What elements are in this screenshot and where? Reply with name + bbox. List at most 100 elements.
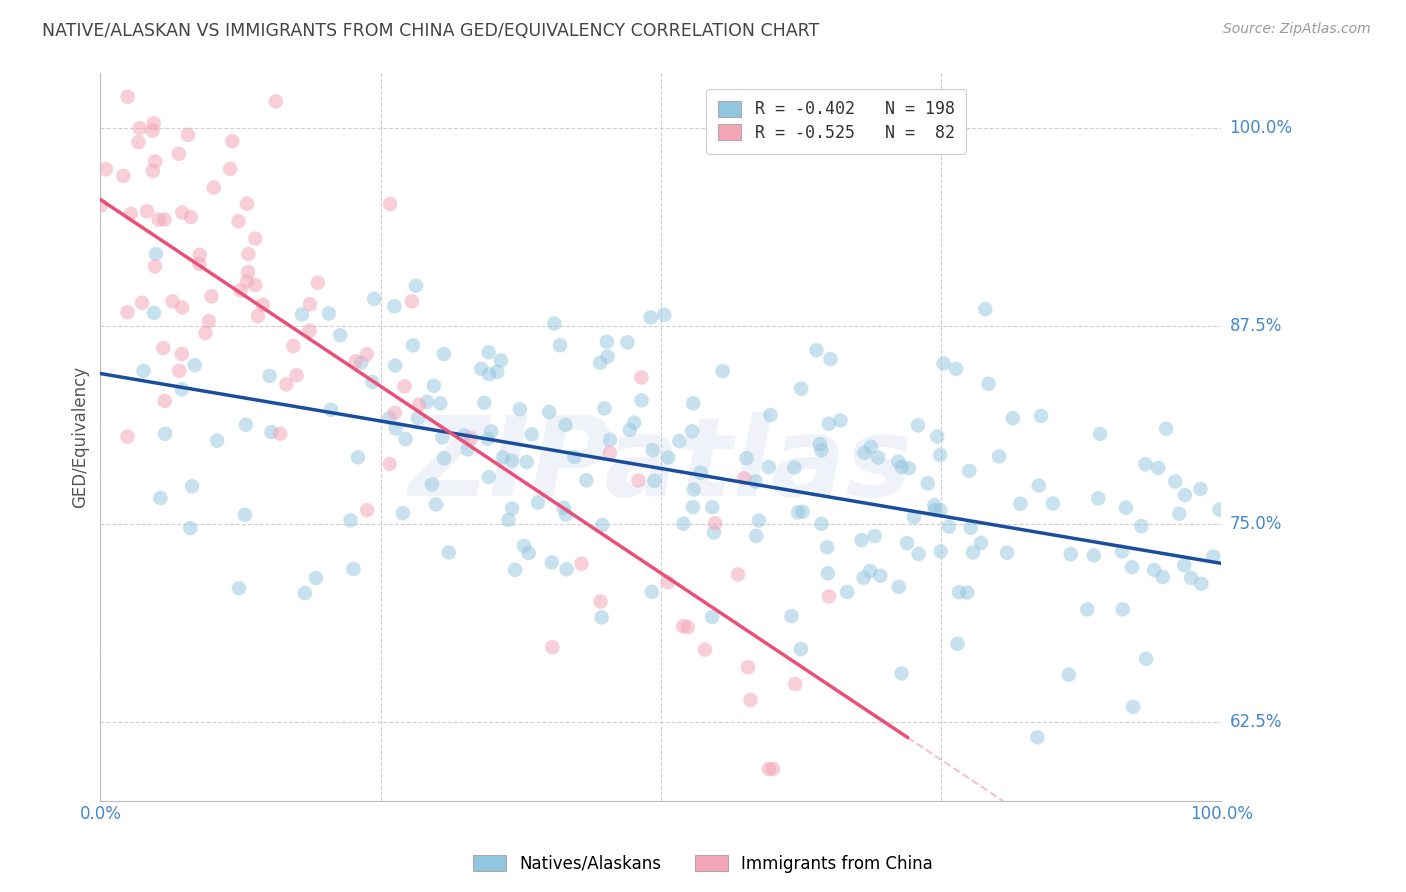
Point	[1115, 500, 1137, 515]
Point	[817, 566, 839, 581]
Point	[478, 470, 501, 484]
Point	[977, 376, 1000, 391]
Point	[924, 503, 946, 517]
Point	[142, 116, 165, 130]
Point	[682, 396, 704, 410]
Point	[562, 450, 585, 464]
Point	[596, 350, 619, 364]
Point	[433, 451, 456, 466]
Point	[305, 571, 328, 585]
Point	[457, 442, 479, 457]
Point	[342, 562, 364, 576]
Point	[437, 545, 460, 559]
Point	[1026, 731, 1049, 745]
Point	[420, 477, 443, 491]
Point	[350, 355, 373, 369]
Point	[591, 518, 613, 533]
Point	[1202, 549, 1225, 564]
Text: 75.0%: 75.0%	[1230, 515, 1282, 533]
Point	[1042, 496, 1064, 510]
Point	[269, 426, 291, 441]
Point	[689, 466, 711, 480]
Point	[896, 536, 918, 550]
Point	[486, 365, 509, 379]
Point	[1143, 563, 1166, 577]
Point	[1173, 558, 1195, 573]
Point	[318, 306, 340, 320]
Point	[384, 422, 406, 436]
Point	[517, 546, 540, 560]
Point	[790, 382, 813, 396]
Point	[460, 431, 482, 445]
Point	[384, 359, 406, 373]
Point	[553, 500, 575, 515]
Point	[198, 314, 221, 328]
Point	[228, 214, 250, 228]
Point	[1028, 478, 1050, 492]
Point	[820, 352, 842, 367]
Point	[143, 154, 166, 169]
Point	[188, 248, 211, 262]
Point	[641, 585, 664, 599]
Point	[1164, 475, 1187, 489]
Point	[228, 581, 250, 595]
Point	[818, 590, 841, 604]
Point	[758, 460, 780, 475]
Point	[946, 637, 969, 651]
Point	[384, 406, 406, 420]
Point	[142, 164, 165, 178]
Point	[1060, 547, 1083, 561]
Point	[429, 396, 451, 410]
Point	[644, 474, 666, 488]
Point	[575, 473, 598, 487]
Point	[682, 483, 704, 497]
Point	[259, 368, 281, 383]
Point	[543, 317, 565, 331]
Point	[672, 516, 695, 531]
Text: 100.0%: 100.0%	[1230, 120, 1292, 137]
Point	[329, 328, 352, 343]
Point	[929, 503, 952, 517]
Point	[283, 339, 305, 353]
Point	[170, 383, 193, 397]
Point	[183, 358, 205, 372]
Legend: Natives/Alaskans, Immigrants from China: Natives/Alaskans, Immigrants from China	[467, 848, 939, 880]
Point	[890, 459, 912, 474]
Point	[136, 204, 159, 219]
Point	[453, 428, 475, 442]
Point	[117, 305, 139, 319]
Point	[815, 541, 838, 555]
Point	[859, 440, 882, 454]
Point	[492, 450, 515, 465]
Point	[221, 134, 243, 148]
Point	[264, 95, 287, 109]
Point	[780, 609, 803, 624]
Point	[516, 455, 538, 469]
Point	[128, 121, 150, 136]
Point	[1087, 491, 1109, 506]
Point	[356, 503, 378, 517]
Point	[294, 586, 316, 600]
Point	[478, 368, 501, 382]
Point	[599, 433, 621, 447]
Point	[1147, 461, 1170, 475]
Point	[806, 343, 828, 358]
Point	[478, 345, 501, 359]
Point	[392, 506, 415, 520]
Point	[745, 529, 768, 543]
Point	[703, 525, 725, 540]
Point	[236, 265, 259, 279]
Point	[307, 276, 329, 290]
Point	[433, 347, 456, 361]
Point	[599, 446, 621, 460]
Point	[1189, 482, 1212, 496]
Point	[859, 564, 882, 578]
Point	[1076, 602, 1098, 616]
Y-axis label: GED/Equivalency: GED/Equivalency	[72, 366, 89, 508]
Point	[153, 394, 176, 409]
Point	[917, 476, 939, 491]
Point	[852, 571, 875, 585]
Point	[94, 162, 117, 177]
Point	[758, 762, 780, 776]
Point	[853, 446, 876, 460]
